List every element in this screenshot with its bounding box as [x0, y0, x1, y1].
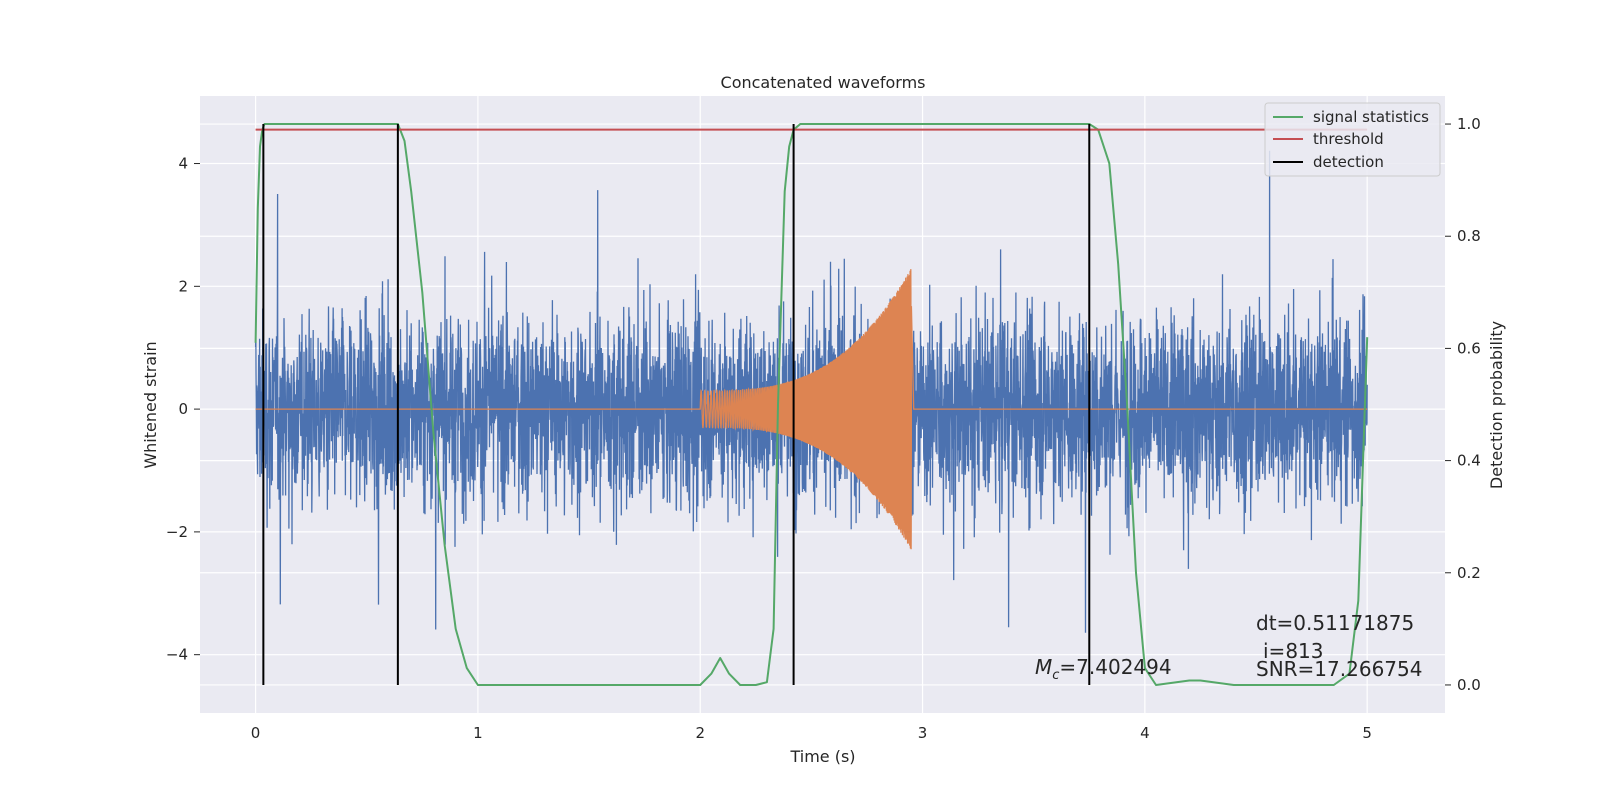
- x-tick-label: 1: [473, 724, 483, 742]
- signal-statistics-line: [254, 123, 1369, 686]
- annotation-mc-sub: c: [1052, 668, 1059, 683]
- y-axis-ticks: 4 2 0 −2 −4: [166, 155, 200, 664]
- legend-label-detection: detection: [1313, 153, 1384, 171]
- template-line: [255, 269, 1368, 550]
- legend-label-signal-statistics: signal statistics: [1313, 108, 1429, 126]
- detection-series: [262, 124, 1091, 685]
- right-tick-label: 0.0: [1457, 676, 1481, 694]
- annotation-dt: dt=0.51171875: [1256, 611, 1414, 635]
- y-tick-label: −2: [166, 523, 188, 541]
- annotation-mc-symbol: M: [1035, 655, 1052, 679]
- y-tick-label: 0: [178, 400, 188, 418]
- y-tick-label: 4: [178, 155, 188, 173]
- y-tick-label: −4: [166, 646, 188, 664]
- annotation-mc: Mc=7.402494: [1035, 655, 1172, 683]
- right-tick-label: 0.6: [1457, 339, 1481, 357]
- y-tick-label: 2: [178, 277, 188, 295]
- right-tick-label: 0.4: [1457, 452, 1481, 470]
- right-axis-label: Detection probability: [1487, 321, 1506, 489]
- right-tick-label: 0.8: [1457, 227, 1481, 245]
- signal-statistics-series: [254, 123, 1369, 686]
- template-series: [255, 269, 1368, 550]
- annotation-snr: SNR=17.266754: [1256, 657, 1422, 681]
- y-axis-label: Whitened strain: [141, 341, 160, 468]
- x-tick-label: 5: [1362, 724, 1372, 742]
- x-tick-label: 2: [695, 724, 705, 742]
- chart-title: Concatenated waveforms: [721, 73, 926, 92]
- annotation-mc-value: =7.402494: [1059, 655, 1171, 679]
- legend-box: [1264, 102, 1441, 177]
- x-axis-label: Time (s): [789, 747, 855, 766]
- legend: signal statistics threshold detection: [1264, 102, 1441, 177]
- x-axis-ticks: 0 1 2 3 4 5: [251, 724, 1372, 742]
- right-axis-ticks: 1.0 0.8 0.6 0.4 0.2 0.0: [1445, 115, 1481, 694]
- x-tick-label: 0: [251, 724, 261, 742]
- legend-label-threshold: threshold: [1313, 130, 1384, 148]
- x-tick-label: 4: [1140, 724, 1150, 742]
- x-tick-label: 3: [918, 724, 928, 742]
- annotation-i: i=813: [1263, 639, 1324, 663]
- right-tick-label: 0.2: [1457, 564, 1481, 582]
- right-tick-label: 1.0: [1457, 115, 1481, 133]
